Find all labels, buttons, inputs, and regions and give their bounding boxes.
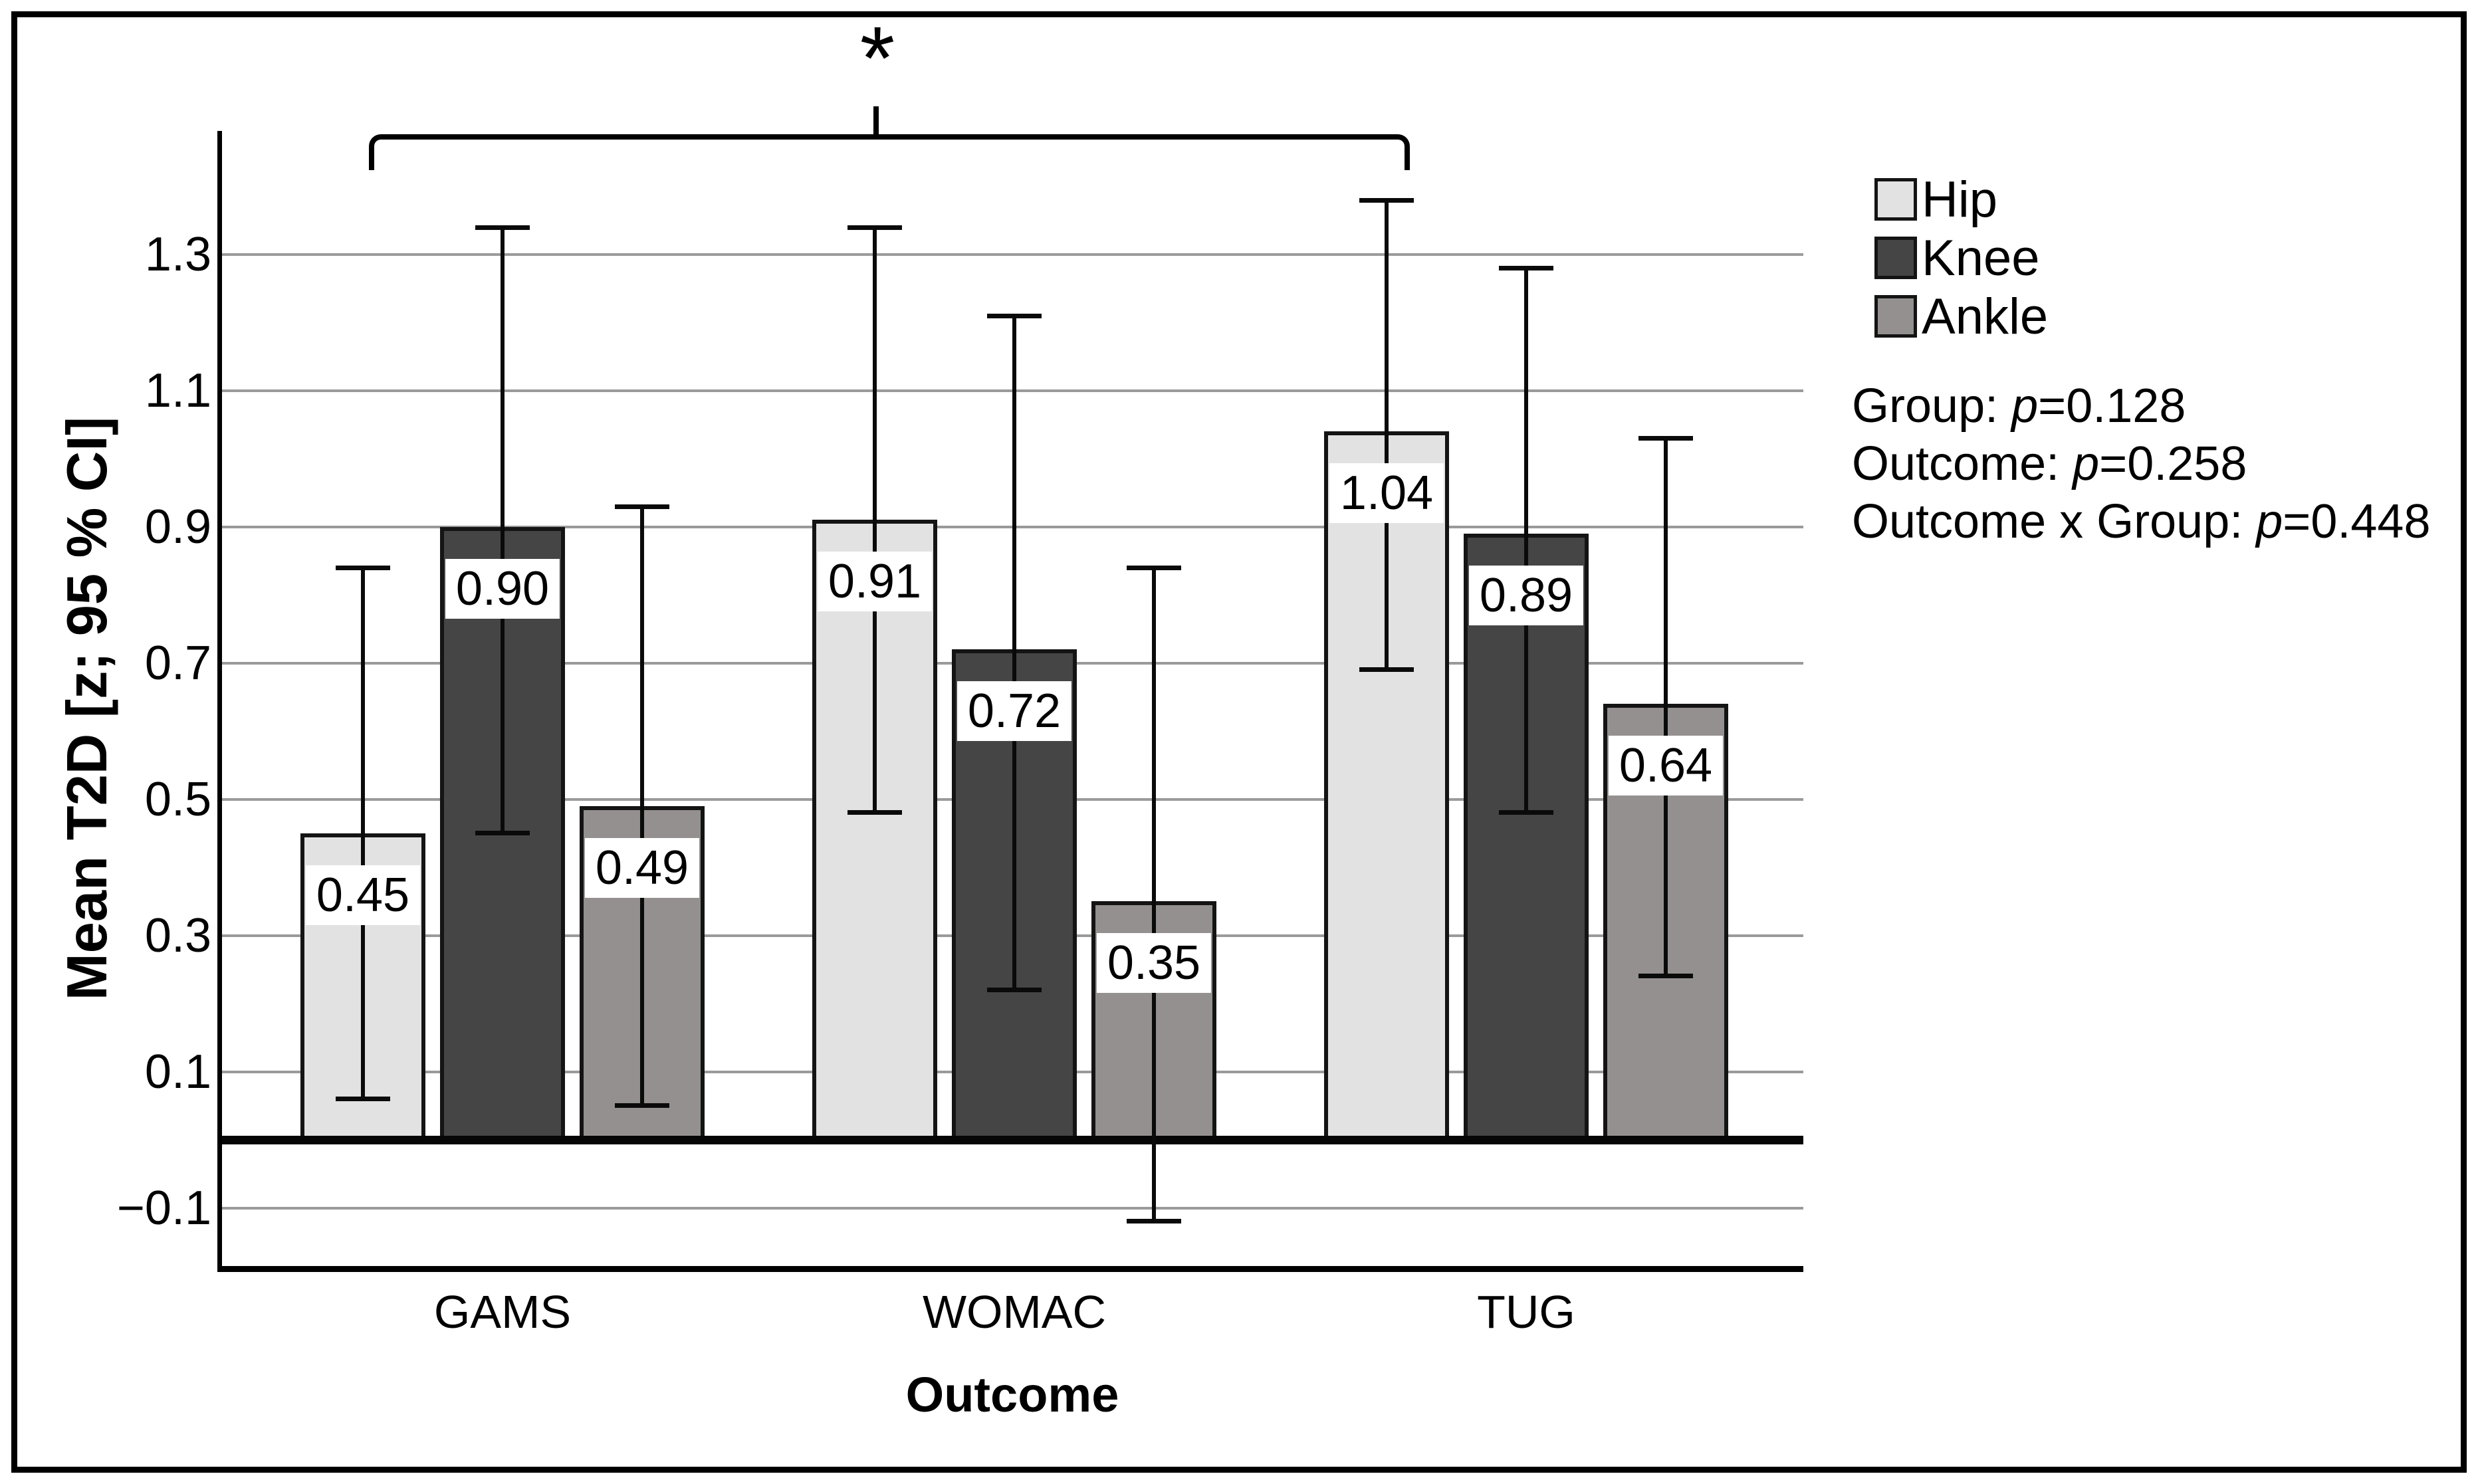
- legend-entry-knee: Knee: [1874, 230, 2040, 286]
- bar-value-label: 1.04: [1329, 463, 1444, 523]
- error-cap-top: [1638, 436, 1693, 441]
- error-cap-top: [336, 566, 390, 570]
- stats-annotation: Group: p=0.128 Outcome: p=0.258 Outcome …: [1852, 377, 2431, 551]
- error-cap-bottom: [615, 1103, 669, 1108]
- error-cap-top: [847, 225, 902, 230]
- x-tick-label-womac: WOMAC: [922, 1286, 1107, 1338]
- significance-asterisk: *: [859, 8, 895, 108]
- error-cap-bottom: [847, 810, 902, 815]
- error-cap-bottom: [1638, 974, 1693, 978]
- y-tick-label: 0.1: [144, 1045, 211, 1099]
- x-axis-title: Outcome: [905, 1367, 1119, 1422]
- legend-label-knee: Knee: [1922, 229, 2040, 286]
- bar-value-label: 0.89: [1468, 565, 1584, 625]
- error-cap-bottom: [1359, 667, 1414, 672]
- error-bar-knee-tug: [1524, 268, 1528, 813]
- error-cap-top: [1499, 266, 1553, 270]
- zero-baseline: [222, 1136, 1803, 1144]
- y-tick-label: 0.3: [144, 908, 211, 962]
- y-tick-label: 0.9: [144, 500, 211, 554]
- error-cap-bottom: [336, 1096, 390, 1101]
- x-tick-label-tug: TUG: [1477, 1286, 1575, 1338]
- error-cap-bottom: [1499, 810, 1553, 815]
- legend-entry-hip: Hip: [1874, 171, 1997, 228]
- y-tick-label: 1.1: [144, 364, 211, 417]
- error-cap-top: [475, 225, 530, 230]
- y-axis-title: Mean T2D [z; 95 % CI]: [56, 416, 119, 1001]
- error-bar-ankle-gams: [640, 506, 644, 1106]
- y-tick-label: 1.3: [144, 227, 211, 281]
- bar-value-label: 0.64: [1608, 736, 1724, 795]
- x-tick-label-gams: GAMS: [433, 1286, 572, 1338]
- error-cap-bottom: [475, 830, 530, 835]
- error-cap-bottom: [1127, 1219, 1181, 1223]
- error-cap-bottom: [987, 987, 1042, 992]
- y-axis-line: [217, 131, 222, 1272]
- legend-swatch-hip: [1874, 178, 1917, 221]
- error-bar-hip-tug: [1385, 199, 1389, 670]
- error-bar-knee-womac: [1012, 315, 1016, 990]
- legend-entry-ankle: Ankle: [1874, 288, 2048, 345]
- x-axis-line: [217, 1266, 1803, 1272]
- error-bar-hip-womac: [873, 227, 877, 813]
- bar-value-label: 0.91: [817, 552, 933, 612]
- bar-value-label: 0.45: [305, 865, 421, 925]
- legend-label-ankle: Ankle: [1922, 288, 2049, 345]
- bar-value-label: 0.72: [957, 681, 1072, 741]
- error-cap-top: [987, 313, 1042, 318]
- bar-value-label: 0.35: [1096, 933, 1212, 994]
- stats-line-outcome: Outcome: p=0.258: [1852, 437, 2247, 490]
- legend-swatch-knee: [1874, 237, 1917, 279]
- legend-swatch-ankle: [1874, 295, 1917, 338]
- y-tick-label: 0.5: [144, 772, 211, 826]
- error-bar-ankle-tug: [1664, 438, 1668, 976]
- stats-line-interaction: Outcome x Group: p=0.448: [1852, 495, 2431, 548]
- error-cap-top: [1127, 566, 1181, 570]
- bar-value-label: 0.49: [584, 837, 700, 898]
- error-bar-knee-gams: [501, 227, 505, 833]
- error-cap-top: [615, 504, 669, 509]
- error-bar-hip-gams: [361, 568, 365, 1099]
- figure-border: [11, 11, 2467, 1473]
- significance-bracket: [369, 134, 1410, 170]
- gridline: [222, 1206, 1803, 1210]
- error-bar-ankle-womac: [1152, 568, 1156, 1221]
- y-tick-label: −0.1: [116, 1181, 211, 1235]
- error-cap-top: [1359, 197, 1414, 203]
- bar-value-label: 0.90: [445, 558, 560, 619]
- gridline: [222, 253, 1803, 256]
- stats-line-group: Group: p=0.128: [1852, 379, 2186, 433]
- significance-bracket-center-tick: [873, 106, 879, 140]
- y-tick-label: 0.7: [144, 636, 211, 690]
- legend-label-hip: Hip: [1922, 171, 1998, 228]
